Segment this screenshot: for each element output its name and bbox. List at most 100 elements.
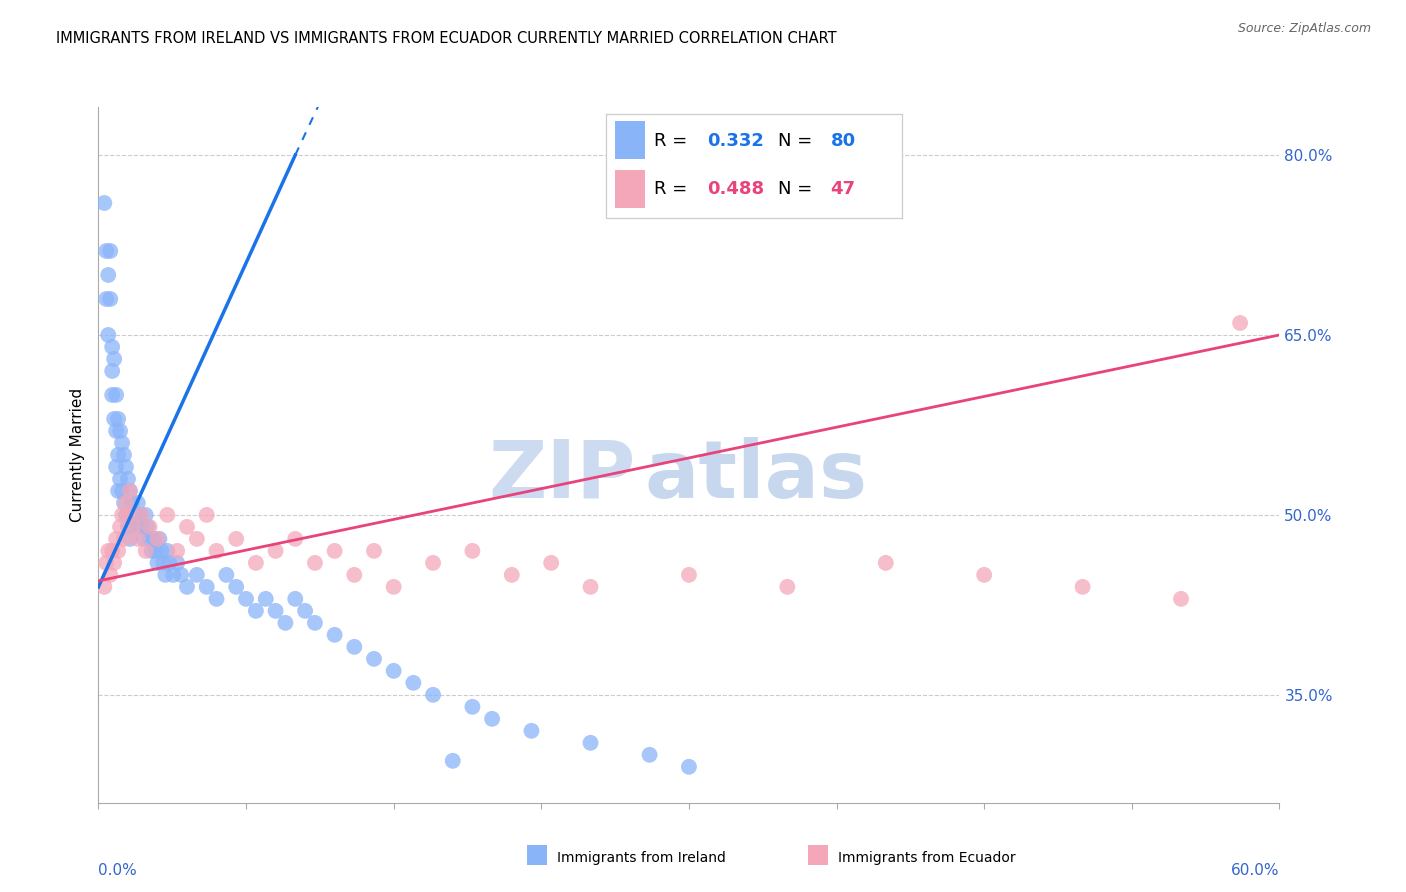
- Point: [122, 508, 145, 522]
- Point: [156, 544, 179, 558]
- Point: [156, 508, 179, 522]
- Y-axis label: Currently Married: Currently Married: [69, 388, 84, 522]
- Point: [117, 508, 139, 522]
- Point: [304, 615, 326, 630]
- Point: [118, 483, 141, 498]
- Point: [150, 544, 173, 558]
- Point: [363, 652, 385, 666]
- Point: [121, 496, 143, 510]
- Text: Immigrants from Ireland: Immigrants from Ireland: [557, 851, 725, 865]
- Point: [115, 508, 138, 522]
- Point: [107, 412, 129, 426]
- Point: [481, 712, 503, 726]
- Point: [1071, 580, 1094, 594]
- Point: [96, 244, 118, 258]
- Point: [93, 580, 115, 594]
- Point: [117, 472, 139, 486]
- Point: [131, 520, 153, 534]
- Point: [186, 567, 208, 582]
- Point: [678, 760, 700, 774]
- Point: [195, 508, 218, 522]
- Point: [264, 544, 287, 558]
- Point: [461, 544, 484, 558]
- Point: [235, 591, 257, 606]
- Point: [461, 699, 484, 714]
- Point: [103, 556, 125, 570]
- Point: [225, 532, 247, 546]
- Point: [323, 544, 346, 558]
- Point: [107, 483, 129, 498]
- Point: [135, 508, 157, 522]
- Point: [284, 591, 307, 606]
- Point: [138, 520, 160, 534]
- Point: [105, 424, 128, 438]
- Point: [225, 580, 247, 594]
- Point: [97, 544, 120, 558]
- Point: [402, 676, 425, 690]
- Point: [142, 532, 165, 546]
- Point: [117, 520, 139, 534]
- Point: [195, 580, 218, 594]
- Point: [101, 544, 124, 558]
- Point: [98, 292, 121, 306]
- Point: [776, 580, 799, 594]
- Point: [115, 496, 138, 510]
- Point: [118, 532, 141, 546]
- Point: [245, 556, 267, 570]
- Point: [101, 388, 124, 402]
- Point: [112, 532, 135, 546]
- Point: [166, 544, 188, 558]
- Point: [579, 580, 602, 594]
- Point: [111, 508, 134, 522]
- Text: ZIP: ZIP: [488, 437, 636, 515]
- Point: [343, 567, 366, 582]
- Text: IMMIGRANTS FROM IRELAND VS IMMIGRANTS FROM ECUADOR CURRENTLY MARRIED CORRELATION: IMMIGRANTS FROM IRELAND VS IMMIGRANTS FR…: [56, 31, 837, 46]
- Point: [170, 567, 193, 582]
- Point: [363, 544, 385, 558]
- Point: [540, 556, 562, 570]
- Point: [105, 532, 128, 546]
- Point: [96, 292, 118, 306]
- Point: [108, 424, 131, 438]
- Point: [111, 483, 134, 498]
- Point: [105, 459, 128, 474]
- Point: [973, 567, 995, 582]
- Point: [107, 544, 129, 558]
- Point: [118, 483, 141, 498]
- Point: [501, 567, 523, 582]
- Point: [264, 604, 287, 618]
- Point: [127, 532, 149, 546]
- Point: [294, 604, 316, 618]
- Point: [112, 448, 135, 462]
- Point: [98, 244, 121, 258]
- Point: [108, 520, 131, 534]
- Point: [138, 532, 160, 546]
- Text: 60.0%: 60.0%: [1232, 863, 1279, 878]
- Point: [304, 556, 326, 570]
- Point: [125, 520, 148, 534]
- Point: [152, 556, 174, 570]
- Point: [343, 640, 366, 654]
- Point: [101, 340, 124, 354]
- Point: [1229, 316, 1251, 330]
- Point: [112, 496, 135, 510]
- Point: [131, 508, 153, 522]
- Point: [323, 628, 346, 642]
- Point: [96, 556, 118, 570]
- Point: [186, 532, 208, 546]
- Point: [111, 436, 134, 450]
- Text: Source: ZipAtlas.com: Source: ZipAtlas.com: [1237, 22, 1371, 36]
- Point: [145, 544, 167, 558]
- Point: [441, 754, 464, 768]
- Point: [520, 723, 543, 738]
- Point: [148, 532, 170, 546]
- Point: [215, 567, 238, 582]
- Point: [245, 604, 267, 618]
- Point: [122, 520, 145, 534]
- Point: [93, 196, 115, 211]
- Point: [103, 412, 125, 426]
- Point: [638, 747, 661, 762]
- Point: [176, 580, 198, 594]
- Point: [97, 268, 120, 282]
- Point: [162, 567, 184, 582]
